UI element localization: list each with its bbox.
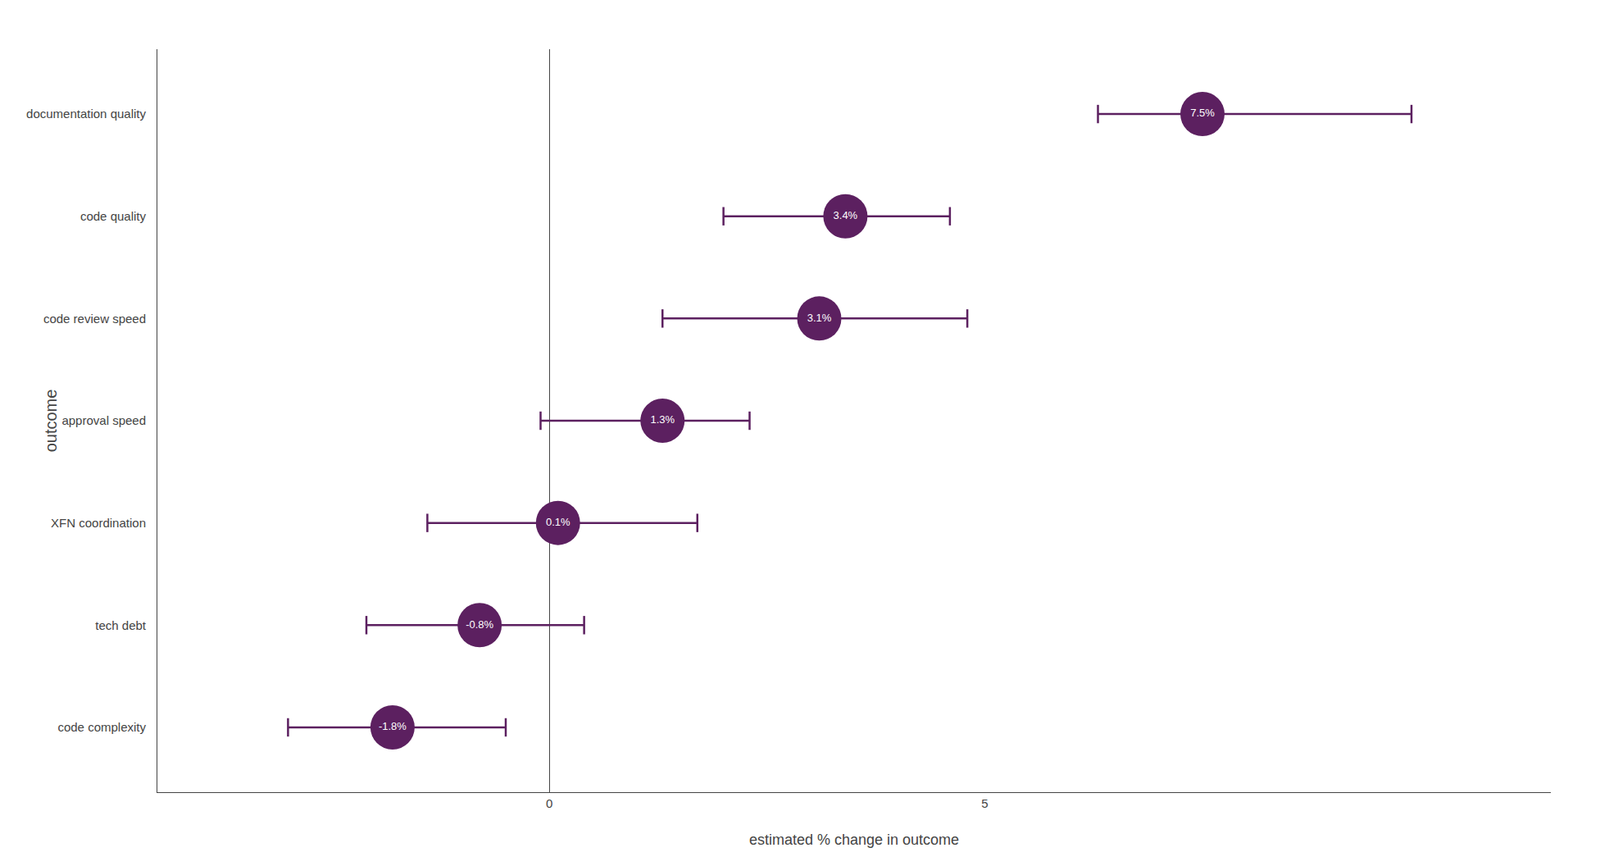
svg-text:0: 0 [545,795,553,810]
svg-text:outcome: outcome [41,389,60,453]
svg-text:3.4%: 3.4% [833,209,859,222]
svg-text:7.5%: 7.5% [1190,106,1215,119]
svg-text:0.1%: 0.1% [545,515,571,528]
svg-text:approval speed: approval speed [61,413,146,428]
svg-text:code complexity: code complexity [57,719,146,734]
svg-text:documentation quality: documentation quality [26,106,146,121]
svg-text:code quality: code quality [80,209,147,223]
svg-text:estimated % change in outcome: estimated % change in outcome [749,831,960,848]
svg-text:tech debt: tech debt [95,618,147,632]
svg-text:1.3%: 1.3% [650,413,675,426]
svg-text:-1.8%: -1.8% [378,719,407,732]
svg-text:3.1%: 3.1% [807,311,832,324]
svg-text:5: 5 [981,795,988,810]
svg-text:code review speed: code review speed [43,311,146,326]
svg-text:-0.8%: -0.8% [465,618,494,631]
svg-text:XFN coordination: XFN coordination [50,515,146,530]
